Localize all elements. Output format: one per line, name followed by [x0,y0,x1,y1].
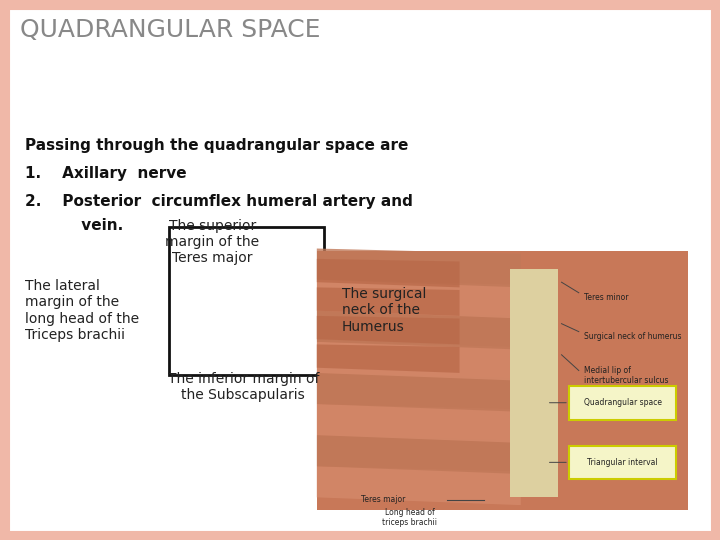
Text: The lateral
margin of the
long head of the
Triceps brachii: The lateral margin of the long head of t… [25,279,140,342]
Polygon shape [317,404,521,443]
Polygon shape [317,345,459,373]
Polygon shape [317,342,521,381]
Text: Surgical neck of humerus: Surgical neck of humerus [584,332,681,341]
Bar [317,251,688,510]
Polygon shape [317,310,521,349]
Text: Quadrangular space: Quadrangular space [584,398,662,407]
Polygon shape [317,280,521,319]
Bar [169,227,324,375]
Text: The surgical
neck of the
Humerus: The surgical neck of the Humerus [342,287,426,334]
Polygon shape [317,259,459,287]
Text: Teres major: Teres major [361,495,406,504]
Polygon shape [317,466,521,505]
Polygon shape [317,435,521,474]
Bar [510,269,558,497]
Polygon shape [317,248,521,287]
Polygon shape [317,287,459,316]
Text: vein.: vein. [55,218,123,233]
Text: The inferior margin of
the Subscapularis: The inferior margin of the Subscapularis [168,372,319,402]
Text: Passing through the quadrangular space are: Passing through the quadrangular space a… [25,138,408,153]
Bar [569,386,677,420]
Polygon shape [317,316,459,345]
Text: 1.    Axillary  nerve: 1. Axillary nerve [25,166,186,181]
Text: Long head of
triceps brachii: Long head of triceps brachii [382,508,437,527]
Text: 2.    Posterior  circumflex humeral artery and: 2. Posterior circumflex humeral artery a… [25,194,413,208]
Polygon shape [317,373,521,412]
Text: Teres minor: Teres minor [584,293,629,302]
Text: QUADRANGULAR SPACE: QUADRANGULAR SPACE [20,18,320,42]
Bar [569,446,677,479]
Text: Triangular interval: Triangular interval [588,458,658,467]
Text: The superior
margin of the
Teres major: The superior margin of the Teres major [166,219,259,265]
Text: Medial lip of
intertubercular sulcus: Medial lip of intertubercular sulcus [584,366,668,385]
